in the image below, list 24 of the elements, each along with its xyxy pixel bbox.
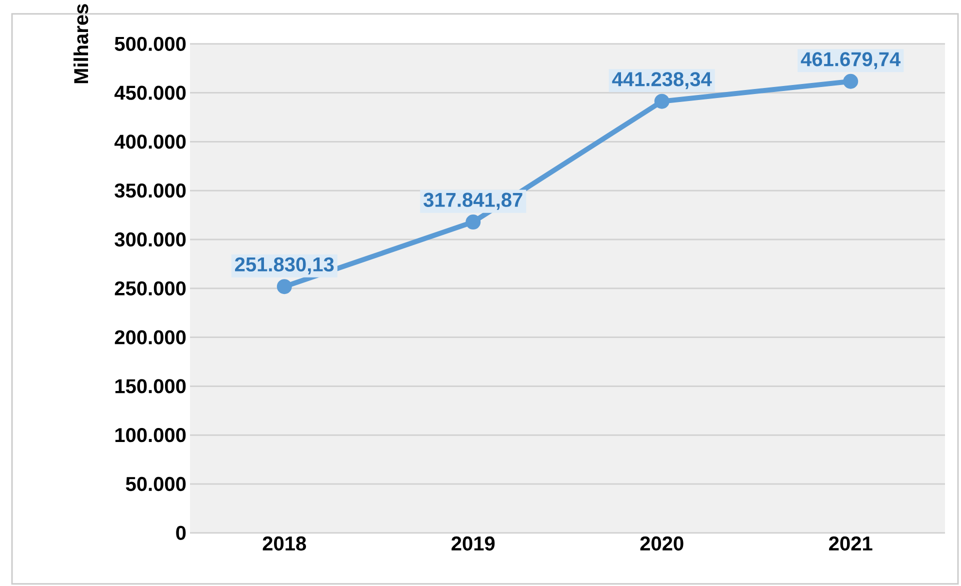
y-tick-label: 300.000 (114, 232, 186, 247)
y-tick-label: 50.000 (126, 476, 186, 492)
data-label: 251.830,13 (235, 257, 334, 274)
data-label: 461.679,74 (800, 52, 901, 70)
x-tick-label: 2021 (829, 536, 872, 551)
y-tick-label: 500.000 (114, 36, 186, 52)
x-tick-label: 2020 (640, 536, 684, 551)
y-tick-label: 250.000 (114, 281, 186, 296)
point (654, 94, 670, 109)
data-label: 317.841,87 (424, 192, 522, 210)
x-tick-label: 2018 (262, 536, 306, 551)
y-tick-label: 350.000 (114, 184, 186, 198)
point (843, 74, 858, 89)
y-axis-title: Milhares (74, 4, 88, 84)
y-tick-label: 400.000 (114, 134, 186, 149)
y-tick-label: 150.000 (115, 379, 186, 394)
data-label: 441.238,34 (612, 72, 712, 90)
x-tick-label: 2019 (452, 536, 495, 551)
y-tick-label: 100.000 (115, 428, 186, 442)
y-tick-label: 450.000 (114, 86, 186, 100)
point (276, 279, 292, 294)
y-tick-label: 200.000 (114, 330, 186, 344)
point (466, 214, 481, 230)
y-tick-label: 0 (176, 526, 186, 540)
